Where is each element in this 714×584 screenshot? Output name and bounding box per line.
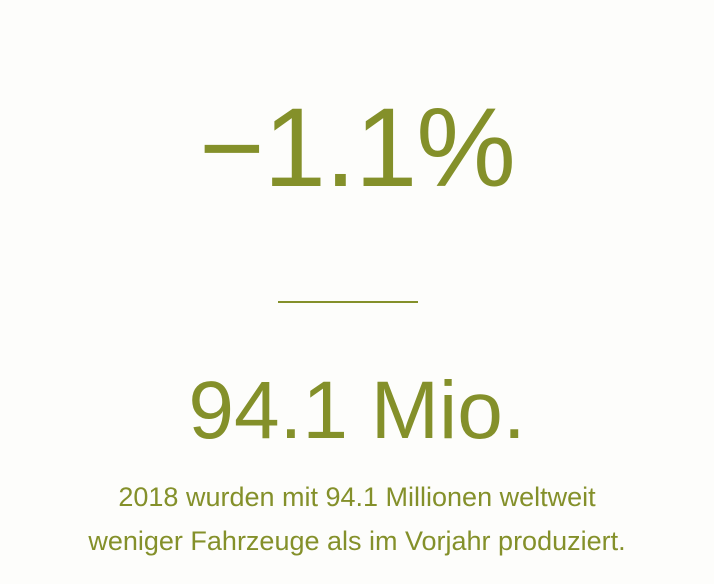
divider (278, 301, 418, 303)
description: 2018 wurden mit 94.1 Millionen weltweit … (0, 475, 714, 563)
description-line-2: weniger Fahrzeuge als im Vorjahr produzi… (88, 526, 626, 556)
production-value: 94.1 Mio. (188, 365, 526, 456)
description-line-1: 2018 wurden mit 94.1 Millionen weltweit (118, 482, 596, 512)
percent-change: −1.1% (199, 85, 516, 210)
